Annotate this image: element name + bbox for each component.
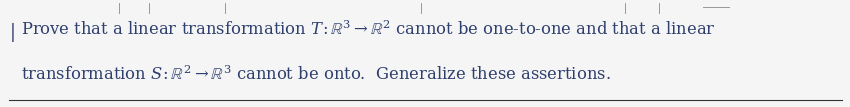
Text: Prove that a linear transformation $T\!: \mathbb{R}^3 \rightarrow \mathbb{R}^2$ : Prove that a linear transformation $T\!:… — [21, 21, 716, 39]
Text: |: | — [10, 23, 16, 42]
Text: transformation $S\!: \mathbb{R}^2 \rightarrow \mathbb{R}^3$ cannot be onto.  Gen: transformation $S\!: \mathbb{R}^2 \right… — [21, 66, 611, 84]
